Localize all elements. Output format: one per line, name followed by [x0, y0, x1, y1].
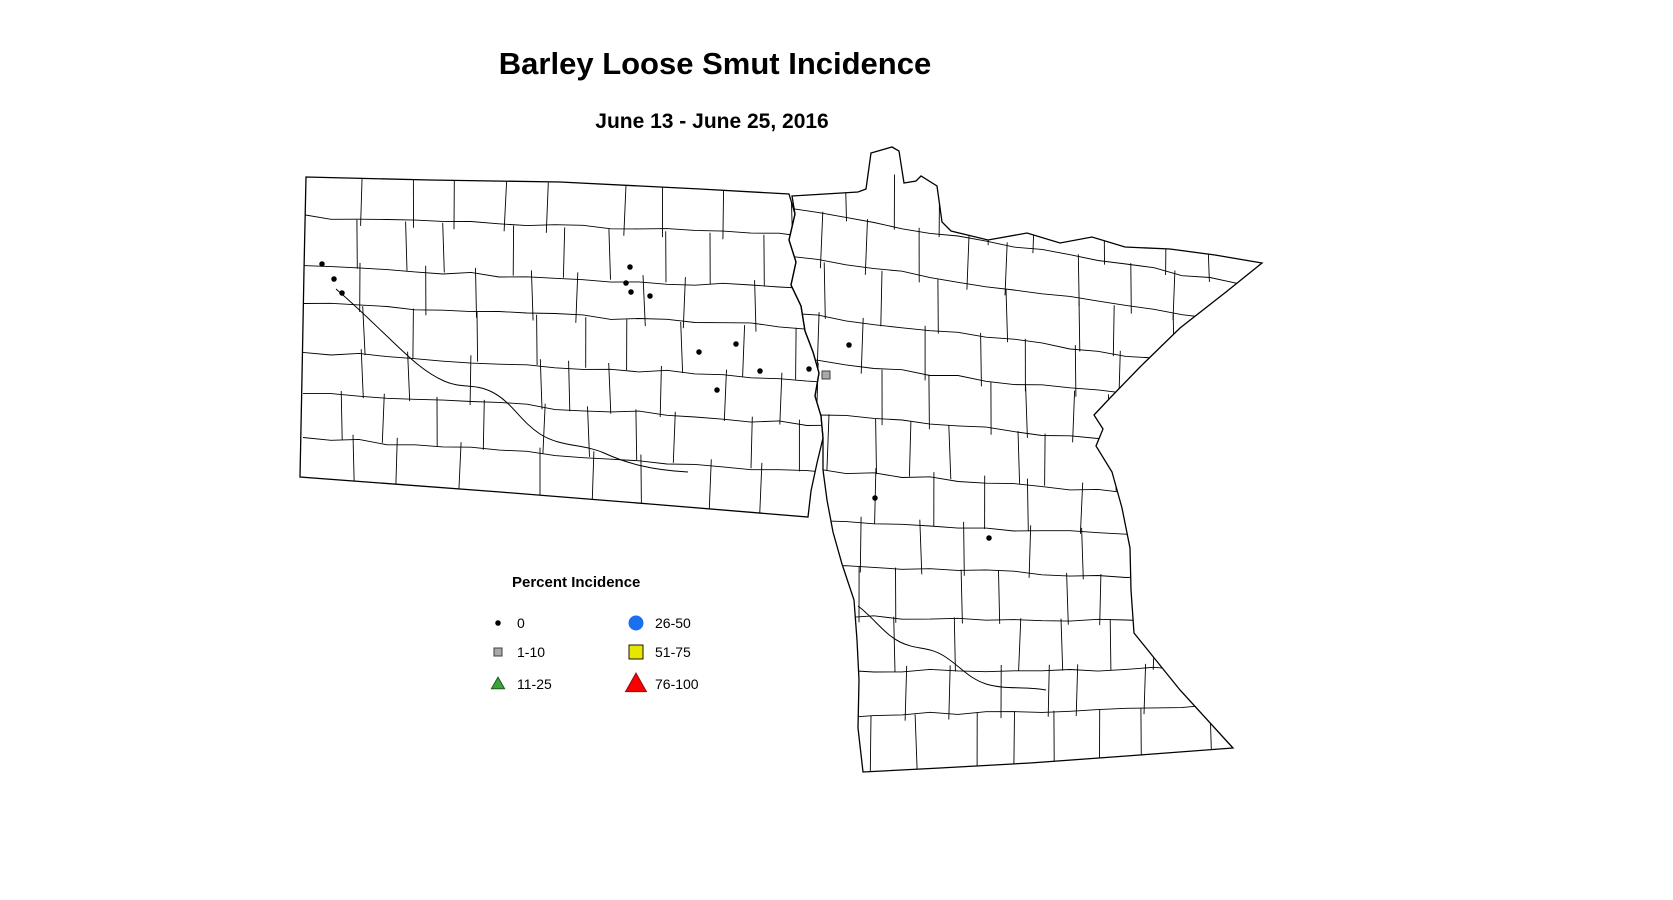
legend-item-11-25: 11-25: [486, 672, 552, 696]
map-marker-0: [846, 342, 852, 348]
map-marker-0: [628, 289, 634, 295]
legend-symbol-triangle-icon: [624, 672, 648, 696]
legend-item-26-50: 26-50: [624, 611, 691, 635]
minnesota-river-line: [857, 605, 1047, 691]
north-dakota-river-line: [335, 288, 689, 473]
page-title: Barley Loose Smut Incidence: [498, 46, 932, 81]
map-marker-0: [986, 535, 992, 541]
legend-symbol-triangle-icon: [486, 672, 510, 696]
legend-item-0: 0: [486, 611, 525, 635]
legend-title: Percent Incidence: [512, 574, 641, 591]
map-marker-0: [627, 264, 633, 270]
markers-layer: [319, 261, 992, 541]
map-marker-0: [872, 495, 878, 501]
map-marker-0: [714, 387, 720, 393]
page-subtitle: June 13 - June 25, 2016: [595, 110, 829, 133]
legend-label: 26-50: [655, 615, 691, 631]
map-marker-0: [331, 276, 337, 282]
map-marker-0: [806, 366, 812, 372]
map-marker-0: [647, 293, 653, 299]
legend-label: 11-25: [517, 676, 552, 692]
map-marker-1-10: [821, 370, 831, 380]
minnesota-counties: [789, 165, 1262, 772]
legend-item-51-75: 51-75: [624, 640, 691, 664]
map-marker-0: [319, 261, 325, 267]
legend-label: 1-10: [517, 644, 546, 660]
legend-label: 0: [517, 615, 525, 631]
map-marker-0: [339, 290, 345, 296]
legend-item-76-100: 76-100: [624, 672, 699, 696]
north-dakota-counties: [302, 177, 823, 515]
legend-symbol-square-icon: [624, 640, 648, 664]
map-marker-0: [757, 368, 763, 374]
legend-label: 76-100: [655, 676, 699, 692]
legend-item-1-10: 1-10: [486, 640, 545, 664]
legend-symbol-square-icon: [486, 640, 510, 664]
north-dakota-outline: [299, 176, 824, 518]
legend-symbol-dot-icon: [486, 611, 510, 635]
legend-symbol-circle-icon: [624, 611, 648, 635]
map-marker-0: [696, 349, 702, 355]
minnesota-outline: [788, 146, 1264, 773]
legend-label: 51-75: [655, 644, 691, 660]
map-marker-0: [623, 280, 629, 286]
map-marker-0: [733, 341, 739, 347]
states-layer: [299, 146, 1264, 773]
